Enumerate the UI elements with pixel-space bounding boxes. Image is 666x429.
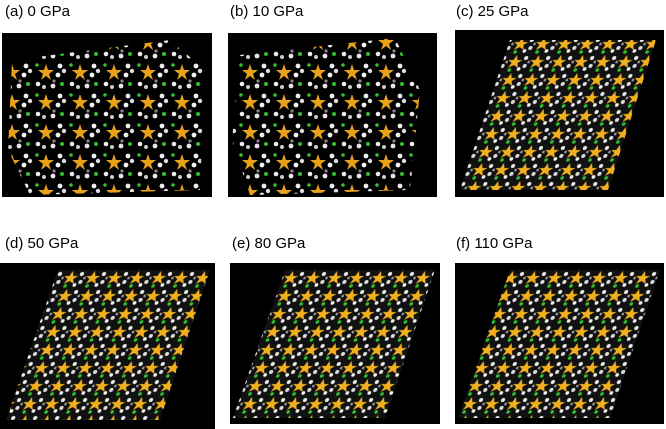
structure-c	[460, 40, 656, 190]
panel-label: (b) 10 GPa	[230, 3, 304, 20]
panel-label: (a) 0 GPa	[5, 3, 71, 20]
panel-label: (f) 110 GPa	[456, 235, 533, 252]
structure-e	[233, 270, 435, 418]
structure-d	[6, 270, 210, 420]
panel-label: (e) 80 GPa	[232, 235, 306, 252]
panel-label: (c) 25 GPa	[456, 3, 529, 20]
panel-label: (d) 50 GPa	[5, 235, 79, 252]
structure-b	[232, 38, 420, 195]
structure-a	[8, 40, 205, 195]
structure-f	[458, 270, 660, 418]
